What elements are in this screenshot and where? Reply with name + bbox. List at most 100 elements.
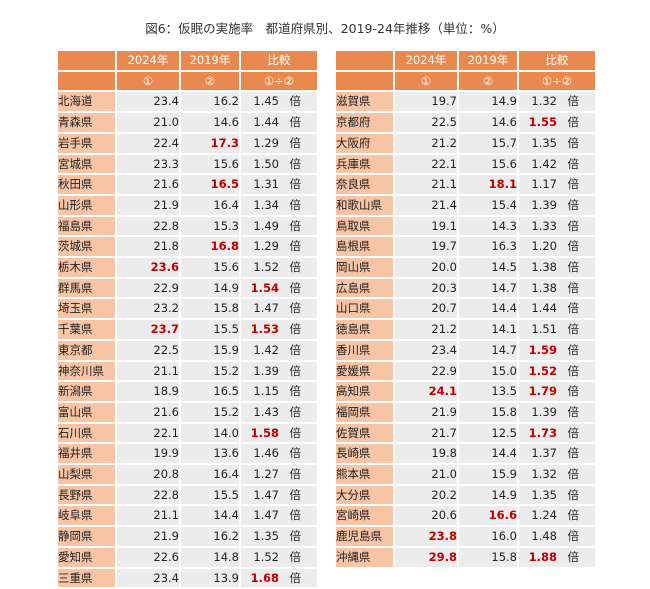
ratio-value: 1.31 xyxy=(253,177,279,192)
ratio-value: 1.35 xyxy=(531,487,557,502)
value-2019: 15.5 xyxy=(181,485,239,505)
prefecture-name: 奈良県 xyxy=(336,175,393,194)
comparison-cell: 1.32 倍 xyxy=(519,465,595,484)
ratio-value: 1.48 xyxy=(531,529,557,544)
header-mark-row: ① ② ①÷② xyxy=(58,71,317,91)
value-2019: 15.6 xyxy=(181,258,239,277)
prefecture-name: 鹿児島県 xyxy=(336,527,393,546)
comparison-cell: 1.50 倍 xyxy=(241,154,317,174)
prefecture-name: 高知県 xyxy=(336,382,393,401)
ratio-value: 1.39 xyxy=(531,197,557,212)
value-2019: 16.0 xyxy=(459,527,517,546)
prefecture-name: 和歌山県 xyxy=(336,195,393,215)
header-mark-2019: ② xyxy=(181,71,239,91)
ratio-unit: 倍 xyxy=(567,115,580,130)
comparison-cell: 1.55 倍 xyxy=(519,113,595,132)
ratio-unit: 倍 xyxy=(567,135,580,150)
ratio-unit: 倍 xyxy=(289,218,302,233)
value-2019: 14.9 xyxy=(459,92,517,112)
table-row: 鳥取県 19.1 14.3 1.33 倍 xyxy=(336,216,595,236)
value-2019: 14.5 xyxy=(459,258,517,277)
value-2024: 21.0 xyxy=(395,465,457,484)
ratio-unit: 倍 xyxy=(289,280,302,295)
table-row: 群馬県 22.9 14.9 1.54 倍 xyxy=(58,278,317,298)
table-row: 奈良県 21.1 18.1 1.17 倍 xyxy=(336,175,595,194)
prefecture-name: 三重県 xyxy=(58,568,115,588)
comparison-cell: 1.38 倍 xyxy=(519,278,595,298)
table-row: 富山県 21.6 15.2 1.43 倍 xyxy=(58,402,317,422)
value-2024: 20.6 xyxy=(395,506,457,526)
ratio-unit: 倍 xyxy=(567,384,580,399)
table-row: 秋田県 21.6 16.5 1.31 倍 xyxy=(58,175,317,194)
ratio-unit: 倍 xyxy=(289,570,302,585)
comparison-cell: 1.44 倍 xyxy=(519,299,595,319)
value-2024: 21.2 xyxy=(395,320,457,339)
comparison-cell: 1.47 倍 xyxy=(241,299,317,319)
value-2019: 14.4 xyxy=(181,506,239,526)
prefecture-name: 愛知県 xyxy=(58,547,115,567)
comparison-cell: 1.73 倍 xyxy=(519,423,595,443)
value-2024: 21.4 xyxy=(395,195,457,215)
comparison-cell: 1.52 倍 xyxy=(519,361,595,381)
ratio-value: 1.44 xyxy=(253,115,279,130)
ratio-value: 1.39 xyxy=(531,404,557,419)
ratio-value: 1.55 xyxy=(528,115,557,130)
prefecture-name: 鳥取県 xyxy=(336,216,393,236)
prefecture-name: 島根県 xyxy=(336,237,393,257)
value-2024: 21.9 xyxy=(395,402,457,422)
value-2019: 14.7 xyxy=(459,278,517,298)
table-row: 長野県 22.8 15.5 1.47 倍 xyxy=(58,485,317,505)
table-row: 兵庫県 22.1 15.6 1.42 倍 xyxy=(336,154,595,174)
comparison-cell: 1.39 倍 xyxy=(241,361,317,381)
value-2024: 21.1 xyxy=(117,361,179,381)
ratio-unit: 倍 xyxy=(289,467,302,482)
table-row: 山形県 21.9 16.4 1.34 倍 xyxy=(58,195,317,215)
prefecture-name: 千葉県 xyxy=(58,320,115,339)
comparison-cell: 1.32 倍 xyxy=(519,92,595,112)
value-2024: 21.1 xyxy=(117,506,179,526)
header-mark-compare: ①÷② xyxy=(241,71,317,91)
header-mark-2019: ② xyxy=(459,71,517,91)
ratio-unit: 倍 xyxy=(567,363,580,378)
comparison-cell: 1.47 倍 xyxy=(241,485,317,505)
value-2024: 21.6 xyxy=(117,175,179,194)
comparison-cell: 1.48 倍 xyxy=(519,527,595,546)
ratio-unit: 倍 xyxy=(567,342,580,357)
value-2019: 14.6 xyxy=(459,113,517,132)
table-row: 静岡県 21.9 16.2 1.35 倍 xyxy=(58,527,317,546)
value-2019: 14.4 xyxy=(459,444,517,464)
comparison-cell: 1.42 倍 xyxy=(519,154,595,174)
table-row: 茨城県 21.8 16.8 1.29 倍 xyxy=(58,237,317,257)
ratio-unit: 倍 xyxy=(567,197,580,212)
ratio-value: 1.17 xyxy=(531,177,557,192)
prefecture-name: 岐阜県 xyxy=(58,506,115,526)
table-row: 鹿児島県 23.8 16.0 1.48 倍 xyxy=(336,527,595,546)
prefecture-name: 埼玉県 xyxy=(58,299,115,319)
comparison-cell: 1.35 倍 xyxy=(519,485,595,505)
value-2024: 21.9 xyxy=(117,527,179,546)
value-2024: 22.1 xyxy=(395,154,457,174)
prefecture-name: 滋賀県 xyxy=(336,92,393,112)
header-corner xyxy=(336,51,393,70)
value-2024: 20.0 xyxy=(395,258,457,277)
prefecture-name: 福島県 xyxy=(58,216,115,236)
prefecture-name: 宮城県 xyxy=(58,154,115,174)
ratio-unit: 倍 xyxy=(289,239,302,254)
comparison-cell: 1.47 倍 xyxy=(241,506,317,526)
prefecture-name: 沖縄県 xyxy=(336,547,393,567)
ratio-value: 1.51 xyxy=(531,322,557,337)
ratio-unit: 倍 xyxy=(289,446,302,461)
ratio-value: 1.73 xyxy=(528,425,557,440)
table-row: 岩手県 22.4 17.3 1.29 倍 xyxy=(58,133,317,153)
value-2024: 21.2 xyxy=(395,133,457,153)
prefecture-name: 富山県 xyxy=(58,402,115,422)
ratio-unit: 倍 xyxy=(289,177,302,192)
value-2024: 23.3 xyxy=(117,154,179,174)
ratio-unit: 倍 xyxy=(567,280,580,295)
value-2024: 20.8 xyxy=(117,465,179,484)
value-2024: 19.8 xyxy=(395,444,457,464)
table-row: 愛媛県 22.9 15.0 1.52 倍 xyxy=(336,361,595,381)
comparison-cell: 1.58 倍 xyxy=(241,423,317,443)
table-row: 香川県 23.4 14.7 1.59 倍 xyxy=(336,340,595,360)
value-2024: 19.7 xyxy=(395,92,457,112)
